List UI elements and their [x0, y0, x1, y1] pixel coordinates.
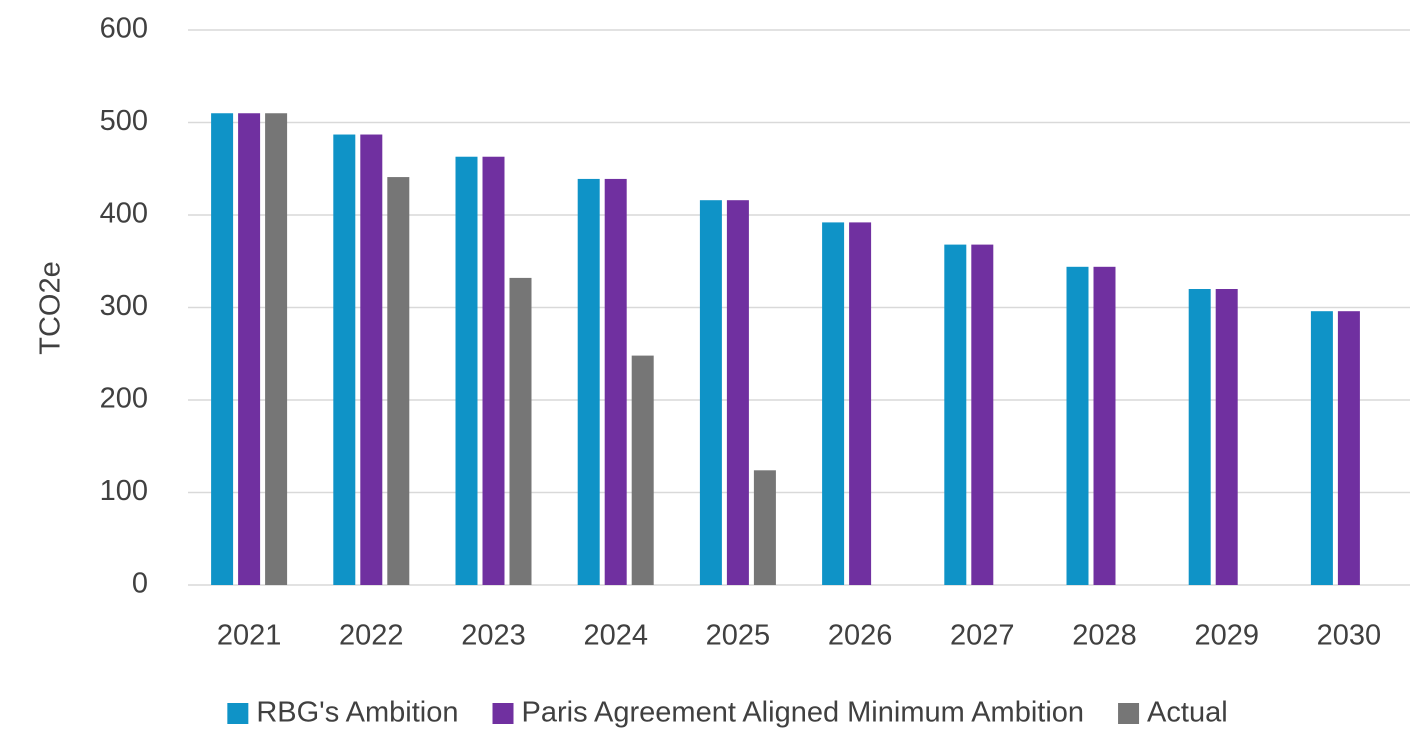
y-tick-label: 100 — [100, 475, 148, 507]
y-tick-label: 400 — [100, 198, 148, 230]
bar — [387, 177, 410, 585]
bar — [1066, 266, 1089, 585]
bar — [455, 156, 478, 585]
legend-swatch — [1118, 703, 1140, 724]
bar — [482, 156, 505, 585]
bar — [577, 178, 600, 586]
x-tick-label: 2025 — [706, 620, 771, 652]
bar — [1093, 266, 1116, 585]
legend-label: RBG's Ambition — [256, 697, 458, 729]
legend-label: Actual — [1147, 697, 1228, 729]
y-tick-label: 200 — [100, 383, 148, 415]
y-tick-label: 600 — [100, 13, 148, 45]
bar — [631, 355, 654, 585]
bar — [753, 470, 776, 585]
bar — [238, 113, 261, 585]
legend-label: Paris Agreement Aligned Minimum Ambition — [522, 697, 1085, 729]
x-tick-label: 2024 — [583, 620, 648, 652]
x-tick-label: 2027 — [950, 620, 1015, 652]
bar — [944, 244, 967, 585]
x-tick-label: 2022 — [339, 620, 404, 652]
bar — [699, 200, 722, 585]
x-tick-label: 2030 — [1317, 620, 1382, 652]
x-tick-label: 2028 — [1072, 620, 1137, 652]
x-tick-label: 2029 — [1194, 620, 1259, 652]
y-tick-label: 0 — [132, 568, 148, 600]
x-tick-label: 2023 — [461, 620, 526, 652]
bar — [265, 113, 288, 585]
y-axis-title: TCO2e — [35, 261, 67, 354]
x-tick-label: 2026 — [828, 620, 893, 652]
bar — [971, 244, 994, 585]
x-tick-label: 2021 — [217, 620, 282, 652]
bar — [211, 113, 234, 585]
legend-swatch — [227, 703, 249, 724]
legend-swatch — [492, 703, 514, 724]
bar — [726, 200, 749, 585]
y-tick-label: 500 — [100, 105, 148, 137]
bar — [1310, 311, 1333, 585]
bar — [509, 277, 532, 585]
bar — [1337, 311, 1360, 585]
bar — [333, 134, 356, 585]
bar — [1215, 289, 1238, 585]
bar — [822, 222, 845, 585]
y-tick-label: 300 — [100, 290, 148, 322]
bar — [360, 134, 383, 585]
bar — [604, 178, 627, 586]
bar — [1188, 289, 1211, 585]
bar — [849, 222, 872, 585]
